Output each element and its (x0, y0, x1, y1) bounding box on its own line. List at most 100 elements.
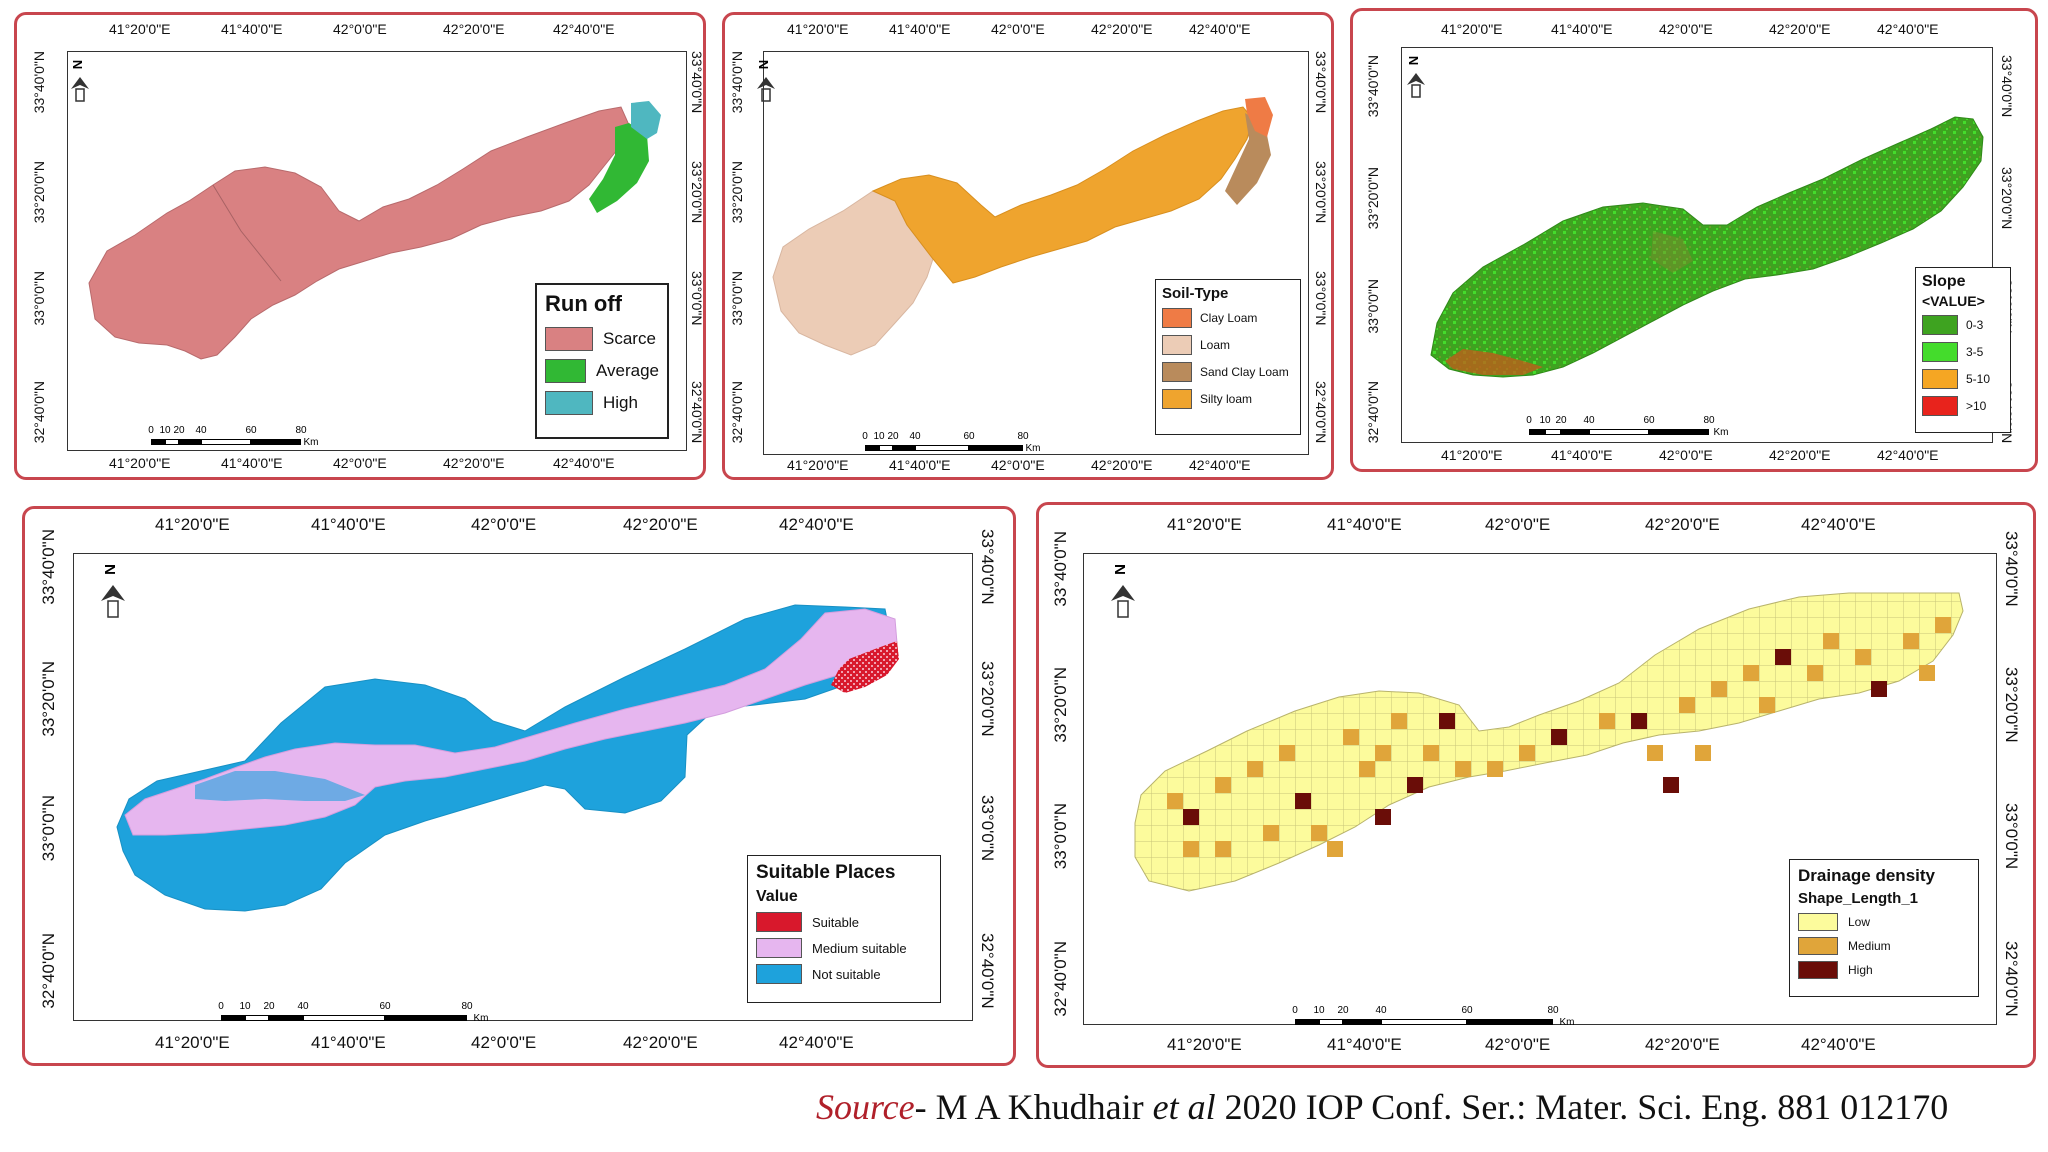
drainage-medium-cell (1359, 761, 1375, 777)
drainage-medium-cell (1487, 761, 1503, 777)
scale-tick-label: 20 (887, 431, 899, 442)
drainage-legend-subtitle: Shape_Length_1 (1798, 890, 1919, 907)
suitable-legend-subtitle: Value (756, 888, 798, 905)
suitable-legend-label: Medium suitable (812, 940, 907, 956)
drainage-medium-cell (1599, 713, 1615, 729)
drainage-medium-cell (1679, 697, 1695, 713)
lat-tick-label: 33°40'0"N (39, 529, 58, 605)
soil-loam-region (772, 190, 934, 356)
drainage-medium-cell (1759, 697, 1775, 713)
slope-legend-swatch (1922, 315, 1958, 335)
lat-tick-label: 33°0'0"N (689, 271, 705, 326)
lat-tick-label: 33°20'0"N (31, 161, 47, 224)
scale-tick-label: 40 (195, 425, 207, 436)
north-label: N (756, 59, 772, 70)
lat-tick-label: 32°40'0"N (978, 933, 997, 1009)
drainage-medium-cell (1743, 665, 1759, 681)
lon-tick-label: 42°40'0"E (1801, 515, 1876, 534)
soil-legend-label: Silty loam (1200, 392, 1253, 406)
lon-tick-label: 41°20'0"E (109, 455, 171, 471)
soil-legend-swatch (1162, 335, 1192, 355)
soil-legend-label: Clay Loam (1200, 311, 1258, 325)
lon-tick-label: 42°0'0"E (471, 515, 537, 534)
drainage-high-cell (1375, 809, 1391, 825)
scale-tick-label: 0 (862, 431, 868, 442)
suitable-map-panel: 41°20'0"E 41°40'0"E 42°0'0"E 42°20'0"E 4… (22, 506, 1016, 1066)
drainage-medium-cell (1391, 713, 1407, 729)
source-citation: Source- M A Khudhair et al 2020 IOP Conf… (816, 1086, 1948, 1128)
lon-tick-label: 41°40'0"E (221, 21, 283, 37)
drainage-medium-cell (1519, 745, 1535, 761)
runoff-subbasin-divider (212, 184, 282, 282)
suitable-legend-title: Suitable Places (756, 862, 896, 883)
lon-tick-label: 41°20'0"E (1441, 21, 1503, 37)
scale-tick-label: 40 (909, 431, 921, 442)
lon-tick-label: 42°0'0"E (471, 1033, 537, 1052)
drainage-medium-cell (1919, 665, 1935, 681)
slope-legend-label: 0-3 (1966, 318, 1984, 332)
suitable-legend: Suitable Places Value Suitable Medium su… (747, 855, 941, 1003)
soil-legend: Soil-Type Clay Loam Loam Sand Clay Loam … (1155, 279, 1301, 435)
runoff-legend-label: Average (595, 361, 659, 380)
drainage-medium-cell (1375, 745, 1391, 761)
lon-tick-label: 42°40'0"E (1877, 21, 1939, 37)
medium-suitable-region (195, 771, 365, 801)
lat-tick-label: 33°0'0"N (1313, 271, 1329, 326)
drainage-medium-cell (1327, 841, 1343, 857)
lon-tick-label: 41°20'0"E (1167, 1035, 1242, 1054)
suitable-legend-swatch (756, 938, 802, 958)
slope-legend-item: 5-10 (1922, 369, 2004, 389)
lat-tick-label: 33°40'0"N (1999, 55, 2015, 118)
drainage-medium-cell (1279, 745, 1295, 761)
drainage-medium-cell (1807, 665, 1823, 681)
lat-tick-label: 33°0'0"N (31, 271, 47, 326)
drainage-medium-cell (1311, 825, 1327, 841)
scale-tick-label: 0 (1292, 1005, 1298, 1016)
scale-unit-label: Km (1713, 427, 1729, 438)
scale-tick-label: 0 (1526, 415, 1532, 426)
lat-tick-label: 33°0'0"N (2002, 803, 2021, 870)
lon-tick-label: 42°40'0"E (1801, 1035, 1876, 1054)
soil-clay-loam-region (1245, 97, 1273, 137)
slope-legend-swatch (1922, 342, 1958, 362)
suitable-legend-swatch (756, 912, 802, 932)
slope-legend-label: >10 (1966, 399, 1987, 413)
lon-tick-label: 42°20'0"E (1091, 21, 1153, 37)
scale-unit-label: Km (303, 437, 319, 448)
drainage-medium-cell (1647, 745, 1663, 761)
lon-tick-label: 42°0'0"E (1485, 1035, 1551, 1054)
drainage-medium-cell (1823, 633, 1839, 649)
scale-tick-label: 80 (1547, 1005, 1559, 1016)
soil-legend-label: Sand Clay Loam (1200, 365, 1289, 379)
north-arrow-icon: N (753, 59, 779, 112)
lat-tick-label: 32°40'0"N (689, 381, 705, 444)
lat-tick-label: 33°20'0"N (39, 661, 58, 737)
lat-tick-label: 32°40'0"N (1365, 381, 1381, 444)
lon-tick-label: 41°40'0"E (221, 455, 283, 471)
slope-basin-map (1430, 116, 1984, 378)
slope-legend-swatch (1922, 369, 1958, 389)
scale-tick-label: 60 (963, 431, 975, 442)
slope-legend-label: 5-10 (1966, 372, 1991, 386)
drainage-medium-cell (1855, 649, 1871, 665)
lat-tick-label: 33°20'0"N (729, 161, 745, 224)
lat-tick-label: 33°40'0"N (689, 51, 705, 114)
scale-tick-label: 40 (1375, 1005, 1387, 1016)
runoff-map-panel: 41°20'0"E 41°40'0"E 42°0'0"E 42°20'0"E 4… (14, 12, 706, 480)
lon-tick-label: 42°0'0"E (333, 455, 387, 471)
scale-tick-label: 60 (1643, 415, 1655, 426)
scale-tick-label: 10 (1539, 415, 1551, 426)
lat-tick-label: 33°20'0"N (1313, 161, 1329, 224)
soil-legend-swatch (1162, 308, 1192, 328)
drainage-basin-map (1134, 592, 1964, 892)
drainage-high-cell (1871, 681, 1887, 697)
runoff-legend-title: Run off (545, 291, 622, 316)
drainage-high-cell (1439, 713, 1455, 729)
lon-tick-label: 42°20'0"E (1091, 457, 1153, 473)
drainage-medium-cell (1903, 633, 1919, 649)
soil-legend-title: Soil-Type (1162, 285, 1229, 302)
soil-legend-item: Silty loam (1162, 389, 1294, 409)
lat-tick-label: 32°40'0"N (2002, 941, 2021, 1017)
lat-tick-label: 33°40'0"N (31, 51, 47, 114)
runoff-legend-swatch (545, 327, 593, 351)
